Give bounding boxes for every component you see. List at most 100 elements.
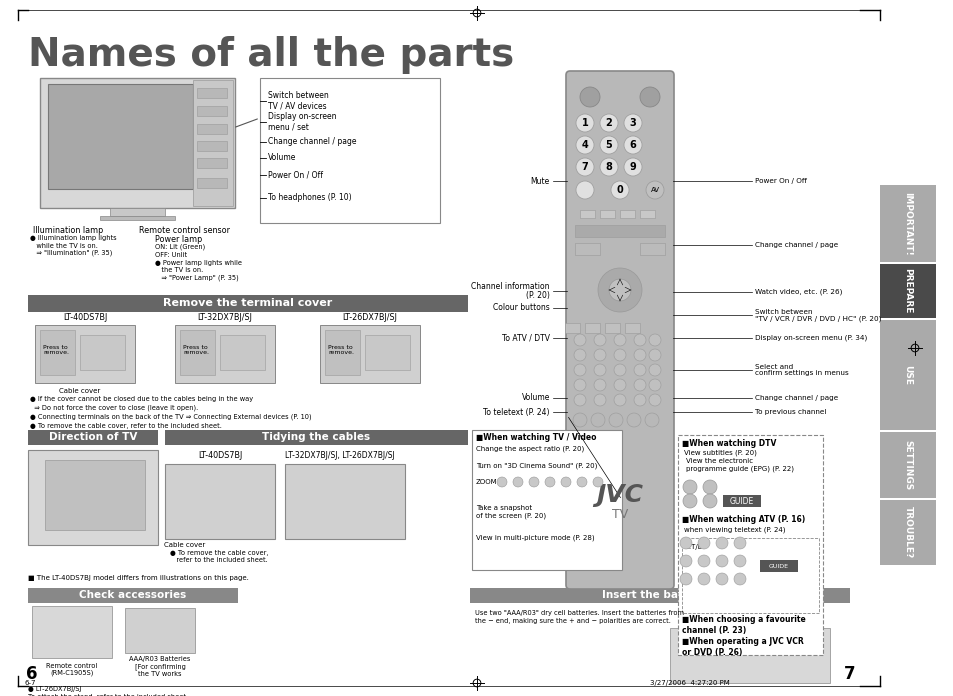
Bar [196,158,227,168]
Bar [174,325,274,383]
Bar [196,88,227,98]
Text: ■When operating a JVC VCR: ■When operating a JVC VCR [681,638,803,647]
Circle shape [594,364,605,376]
Text: Volume: Volume [268,154,296,162]
Bar [879,500,935,565]
Text: LT-32DX7BJ/SJ: LT-32DX7BJ/SJ [197,313,253,322]
Bar [28,450,158,545]
Circle shape [529,477,538,487]
Circle shape [682,494,697,508]
Text: 3: 3 [629,118,636,128]
Text: ● If the cover cannot be closed due to the cables being in the way: ● If the cover cannot be closed due to t… [30,396,253,402]
Text: 7: 7 [581,162,588,172]
Text: channel (P. 23): channel (P. 23) [681,626,745,635]
Text: LT-40DS7BJ: LT-40DS7BJ [197,452,242,461]
Circle shape [497,477,506,487]
Bar [196,106,227,116]
Circle shape [576,114,594,132]
Bar [319,325,419,383]
Bar [879,320,935,430]
Text: GUIDE: GUIDE [729,496,753,505]
Text: Change the aspect ratio (P. 20): Change the aspect ratio (P. 20) [476,445,583,452]
Text: Volume: Volume [521,393,550,402]
Text: JVC: JVC [596,483,643,507]
Bar [28,295,468,312]
Text: To headphones (P. 10): To headphones (P. 10) [268,193,352,203]
Text: Use two "AAA/R03" dry cell batteries. Insert the batteries from
the − end, makin: Use two "AAA/R03" dry cell batteries. In… [475,610,683,624]
Text: Mute: Mute [530,177,550,186]
Text: Display on-screen
menu / set: Display on-screen menu / set [268,113,336,132]
Circle shape [544,477,555,487]
Text: LT-32DX7BJ/SJ, LT-26DX7BJ/SJ: LT-32DX7BJ/SJ, LT-26DX7BJ/SJ [285,452,395,461]
Circle shape [576,158,594,176]
Text: SETTINGS: SETTINGS [902,440,911,490]
Circle shape [614,334,625,346]
Circle shape [576,136,594,154]
Text: ⇒ Do not force the cover to close (leave it open).: ⇒ Do not force the cover to close (leave… [30,405,198,411]
Bar [28,430,158,445]
Text: 6-7: 6-7 [25,680,36,686]
Text: TROUBLE?: TROUBLE? [902,507,911,559]
Bar [681,538,818,613]
Bar [260,78,439,223]
Text: IMPORTANT!: IMPORTANT! [902,191,911,255]
Text: Direction of TV: Direction of TV [49,432,137,443]
Circle shape [716,537,727,549]
Text: programme guide (EPG) (P. 22): programme guide (EPG) (P. 22) [685,466,793,473]
Text: 0: 0 [616,185,622,195]
Text: Cable cover: Cable cover [164,542,206,548]
Bar [325,330,359,375]
Circle shape [644,413,659,427]
Text: 1: 1 [581,118,588,128]
Text: Switch between
TV / AV devices: Switch between TV / AV devices [268,91,329,111]
Text: 2: 2 [605,118,612,128]
Text: F.T/L: F.T/L [685,544,700,550]
Bar [639,243,664,255]
Circle shape [594,334,605,346]
Circle shape [733,537,745,549]
Circle shape [608,279,630,301]
Bar [624,323,639,333]
FancyBboxPatch shape [565,71,673,589]
Text: Colour buttons: Colour buttons [493,303,550,313]
Circle shape [634,379,645,391]
Text: Power On / Off: Power On / Off [268,171,323,180]
Circle shape [702,494,717,508]
Text: Illumination lamp: Illumination lamp [32,226,103,235]
Bar [196,141,227,151]
Text: Change channel / page: Change channel / page [754,395,838,401]
Circle shape [610,181,628,199]
Text: 7: 7 [843,665,855,683]
Circle shape [594,349,605,361]
Circle shape [648,349,660,361]
Bar [196,178,227,188]
Bar [564,323,579,333]
Circle shape [614,379,625,391]
Bar [879,432,935,498]
Text: 3/27/2006  4:27:20 PM: 3/27/2006 4:27:20 PM [649,680,729,686]
Circle shape [577,477,586,487]
Circle shape [679,537,691,549]
Text: ■When choosing a favourite: ■When choosing a favourite [681,615,805,624]
Circle shape [560,477,571,487]
Bar [40,78,234,208]
Bar [35,325,135,383]
Circle shape [682,480,697,494]
Circle shape [574,334,585,346]
Text: Change channel / page: Change channel / page [754,242,838,248]
Circle shape [594,379,605,391]
Bar [879,185,935,262]
Bar [48,84,193,189]
Text: ■ The LT-40DS7BJ model differs from illustrations on this page.: ■ The LT-40DS7BJ model differs from illu… [28,575,249,581]
Circle shape [634,394,645,406]
Circle shape [648,334,660,346]
Circle shape [716,573,727,585]
Bar [722,495,760,507]
Bar [619,210,635,218]
Text: 8: 8 [605,162,612,172]
Circle shape [598,268,641,312]
Bar [165,464,274,539]
Circle shape [614,349,625,361]
Circle shape [594,394,605,406]
Text: 6: 6 [27,665,38,683]
